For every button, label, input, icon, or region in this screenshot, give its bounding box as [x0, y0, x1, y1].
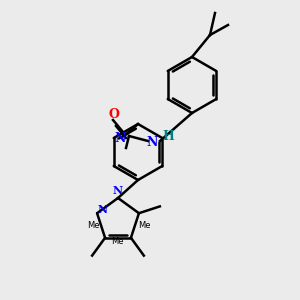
Text: Me: Me — [87, 221, 99, 230]
Text: N: N — [114, 131, 125, 145]
Text: Me: Me — [138, 221, 150, 230]
Text: N: N — [98, 204, 108, 215]
Text: H: H — [162, 130, 174, 143]
Text: O: O — [109, 107, 119, 121]
Text: N: N — [146, 136, 158, 149]
Text: Me: Me — [111, 237, 123, 246]
Text: N: N — [113, 184, 123, 196]
